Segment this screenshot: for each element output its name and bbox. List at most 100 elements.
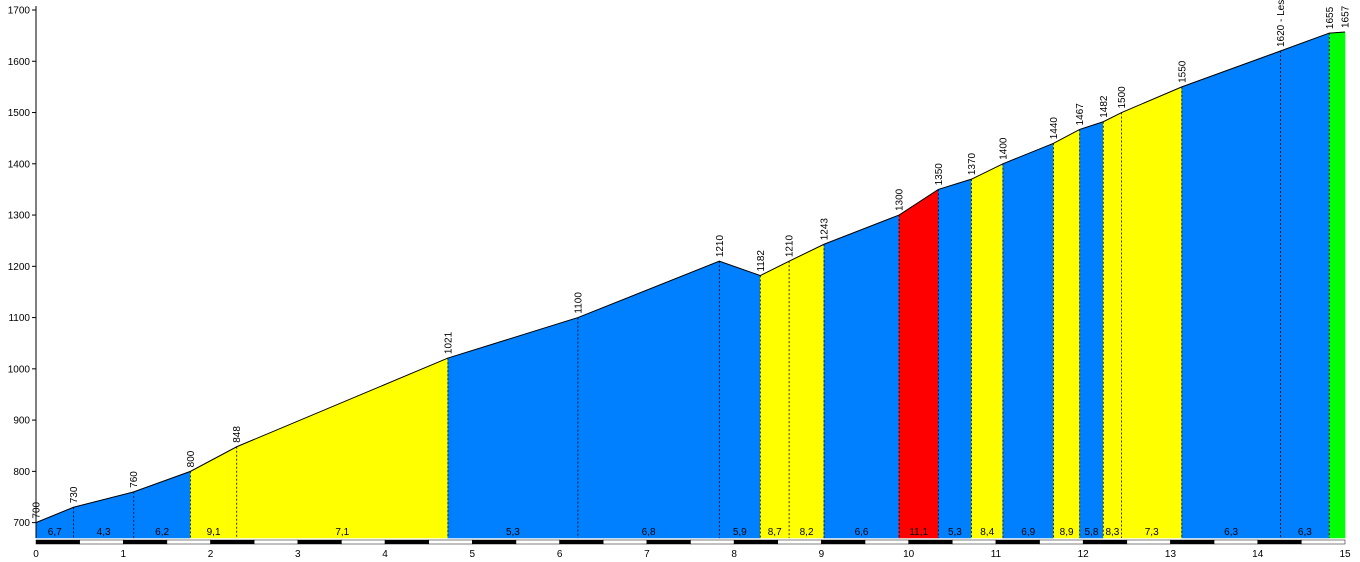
gradient-label-8: 8,7 [768, 527, 782, 538]
gradient-label-3: 9,1 [207, 527, 221, 538]
x-tick-label-12: 12 [1078, 549, 1090, 560]
profile-segment-21 [1328, 31, 1346, 539]
distance-bar-block-4 [210, 539, 255, 545]
x-tick-label-5: 5 [470, 549, 476, 560]
gradient-label-1: 4,3 [97, 527, 111, 538]
x-tick-label-4: 4 [382, 549, 388, 560]
elevation-label-19: 1550 [1177, 60, 1188, 83]
distance-bar-block-2 [123, 539, 168, 545]
distance-bar-block-28 [1257, 539, 1302, 545]
elevation-label-2: 760 [129, 471, 140, 488]
profile-segment-19 [1181, 50, 1281, 539]
distance-bar-block-29 [1301, 539, 1346, 545]
gradient-label-14: 6,9 [1021, 527, 1035, 538]
elevation-label-10: 1243 [820, 218, 831, 241]
profile-segment-18 [1121, 86, 1183, 539]
profile-segment-4 [236, 357, 449, 539]
profile-segment-6 [577, 260, 720, 539]
distance-bar-block-10 [472, 539, 517, 545]
gradient-label-17: 8,3 [1105, 527, 1119, 538]
profile-segment-17 [1102, 112, 1122, 539]
elevation-label-15: 1440 [1049, 117, 1060, 140]
gradient-label-4: 7,1 [335, 527, 349, 538]
x-tick-label-8: 8 [731, 549, 737, 560]
elevation-label-0: 700 [32, 501, 43, 518]
gradient-label-9: 8,2 [800, 527, 814, 538]
y-tick-label-1600: 1600 [8, 57, 31, 68]
distance-bar-block-1 [79, 539, 124, 545]
y-tick-label-700: 700 [13, 518, 30, 529]
elevation-label-21: 1655 [1325, 6, 1336, 29]
x-tick-label-15: 15 [1339, 549, 1351, 560]
elevation-label-22: 1657 [1341, 5, 1352, 28]
profile-segment-20 [1280, 32, 1330, 539]
elevation-label-16: 1467 [1075, 103, 1086, 126]
elevation-label-layer: 700 730 760 800 848 1021 1100 1210 1182 1210 1243 1… [32, 0, 1352, 519]
profile-segment-12 [938, 178, 972, 539]
elevation-label-11: 1300 [895, 188, 906, 211]
gradient-label-6: 6,8 [642, 527, 656, 538]
distance-bar-block-22 [995, 539, 1040, 545]
distance-bar-block-23 [1039, 539, 1084, 545]
profile-segment-3 [190, 446, 238, 539]
distance-bar-block-26 [1170, 539, 1215, 545]
gradient-label-5: 5,3 [506, 527, 520, 538]
elevation-label-4: 848 [232, 426, 243, 443]
distance-bar-block-17 [777, 539, 822, 545]
distance-bar-block-18 [821, 539, 866, 545]
distance-bar-layer [35, 539, 1346, 545]
y-tick-label-1300: 1300 [8, 211, 31, 222]
gradient-label-18: 7,3 [1145, 527, 1159, 538]
y-tick-label-1700: 1700 [8, 6, 31, 17]
distance-bar-block-25 [1126, 539, 1171, 545]
profile-segment-16 [1079, 121, 1104, 539]
distance-bar-block-5 [253, 539, 299, 545]
elevation-label-17: 1482 [1099, 95, 1110, 118]
distance-bar-block-27 [1213, 539, 1258, 545]
y-tick-label-1000: 1000 [8, 364, 31, 375]
profile-segment-5 [447, 317, 579, 539]
distance-bar-block-16 [733, 539, 779, 545]
y-tick-label-900: 900 [13, 416, 30, 427]
distance-bar-block-8 [384, 539, 429, 545]
gradient-label-layer: 6,7 4,3 6,2 9,1 7,1 5,3 6,8 5,9 8,7 8,2 6,6 11,1 5,3… [48, 527, 1312, 538]
x-tick-label-14: 14 [1252, 549, 1264, 560]
distance-bar-block-24 [1082, 539, 1128, 545]
profile-segment-11 [898, 188, 939, 539]
gradient-label-0: 6,7 [48, 527, 62, 538]
distance-bar-block-12 [559, 539, 604, 545]
x-tick-label-6: 6 [557, 549, 563, 560]
elevation-label-7: 1210 [715, 234, 726, 257]
distance-bar-block-9 [428, 539, 473, 545]
gradient-label-16: 5,8 [1085, 527, 1099, 538]
elevation-label-3: 800 [186, 450, 197, 467]
area-layer [35, 31, 1346, 539]
gradient-label-20: 6,3 [1298, 527, 1312, 538]
elevation-label-5: 1021 [443, 331, 454, 354]
gradient-label-2: 6,2 [155, 527, 169, 538]
gradient-label-15: 8,9 [1060, 527, 1074, 538]
divider-layer [73, 33, 1330, 538]
distance-bar-block-0 [35, 539, 80, 545]
gradient-label-12: 5,3 [948, 527, 962, 538]
distance-bar-block-20 [908, 539, 953, 545]
distance-bar-block-3 [166, 539, 211, 545]
distance-bar-block-14 [646, 539, 691, 545]
x-tick-label-0: 0 [33, 549, 39, 560]
elevation-label-12: 1350 [934, 163, 945, 186]
profile-segment-10 [823, 214, 900, 539]
distance-bar-block-19 [864, 539, 909, 545]
elevation-label-18: 1500 [1117, 86, 1128, 109]
x-tick-label-11: 11 [991, 549, 1002, 560]
profile-segment-14 [1002, 142, 1054, 539]
x-tick-label-1: 1 [120, 549, 126, 560]
y-tick-label-800: 800 [13, 467, 30, 478]
elevation-label-13: 1370 [967, 152, 978, 175]
profile-segment-13 [971, 163, 1004, 539]
distance-bar-block-13 [602, 539, 648, 545]
distance-bar-block-11 [515, 539, 560, 545]
y-tick-label-1200: 1200 [8, 262, 31, 273]
axis-layer: 7008009001000110012001300140015001600170… [8, 6, 1351, 561]
elevation-label-1: 730 [69, 486, 80, 503]
